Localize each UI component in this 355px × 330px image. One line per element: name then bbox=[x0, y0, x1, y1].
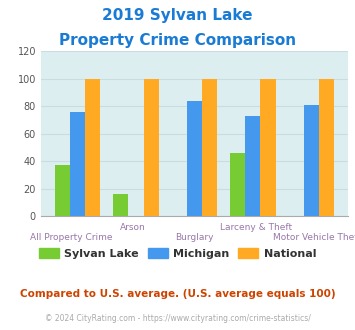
Bar bbox=[85, 79, 100, 216]
Legend: Sylvan Lake, Michigan, National: Sylvan Lake, Michigan, National bbox=[34, 244, 321, 263]
Bar bbox=[202, 79, 217, 216]
Bar bbox=[304, 105, 319, 216]
Bar bbox=[70, 112, 85, 216]
Bar bbox=[319, 79, 334, 216]
Bar bbox=[230, 153, 245, 216]
Bar bbox=[113, 194, 129, 216]
Text: Property Crime Comparison: Property Crime Comparison bbox=[59, 33, 296, 48]
Text: 2019 Sylvan Lake: 2019 Sylvan Lake bbox=[102, 8, 253, 23]
Bar bbox=[55, 165, 70, 216]
Text: Compared to U.S. average. (U.S. average equals 100): Compared to U.S. average. (U.S. average … bbox=[20, 289, 335, 299]
Text: Larceny & Theft: Larceny & Theft bbox=[220, 223, 292, 232]
Text: Motor Vehicle Theft: Motor Vehicle Theft bbox=[273, 233, 355, 242]
Bar bbox=[143, 79, 159, 216]
Bar bbox=[187, 101, 202, 216]
Text: All Property Crime: All Property Crime bbox=[30, 233, 113, 242]
Bar bbox=[245, 116, 260, 216]
Text: © 2024 CityRating.com - https://www.cityrating.com/crime-statistics/: © 2024 CityRating.com - https://www.city… bbox=[45, 314, 310, 323]
Bar bbox=[260, 79, 275, 216]
Text: Burglary: Burglary bbox=[175, 233, 214, 242]
Text: Arson: Arson bbox=[120, 223, 146, 232]
